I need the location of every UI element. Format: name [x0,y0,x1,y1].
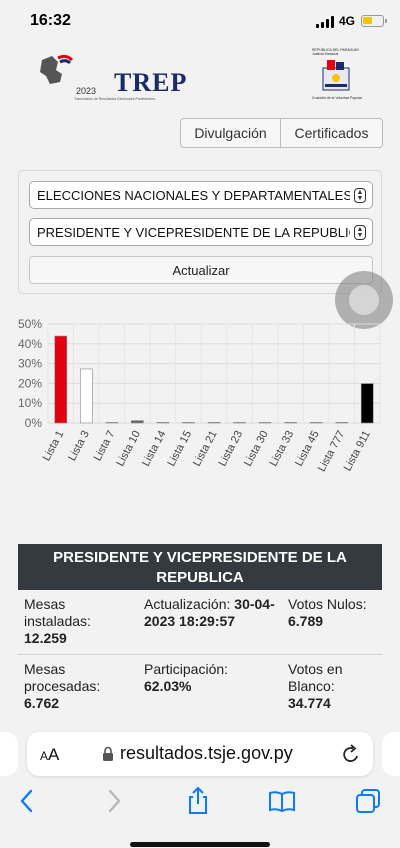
mesas-instaladas-value: 12.259 [24,630,67,646]
share-icon[interactable] [183,786,213,816]
chart-bar[interactable] [105,422,119,424]
chart-bar[interactable] [131,420,144,424]
forward-icon[interactable] [99,786,129,816]
trep-subtitle: Transmisión de Resultados Electorales Pr… [74,97,155,101]
tsje-bottom-text: Custodio de la Voluntad Popular [312,96,363,100]
office-select[interactable]: PRESIDENTE Y VICEPRESIDENTE DE LA REPUBL… [29,218,373,246]
status-bar: 16:32 4G [0,0,400,44]
x-tick-label: Lista 30 [242,429,271,469]
assistive-touch-button[interactable] [335,271,393,329]
site-header: TREP 2023 Transmisión de Resultados Elec… [0,44,400,110]
participacion: Participación: 62.03% [144,661,280,695]
mesas-procesadas-label: Mesas procesadas: [24,661,101,694]
x-tick-label: Lista 14 [140,429,169,469]
chart-bar[interactable] [207,422,221,424]
results-grid: Mesas instaladas: 12.259 Actualización: … [18,590,382,723]
filter-panel: ELECCIONES NACIONALES Y DEPARTAMENTALES … [18,170,382,294]
select-arrows-icon: ▲ ▼ [354,225,366,240]
chart-bar[interactable] [156,422,170,424]
view-tabs: Divulgación Certificados [180,118,383,148]
tab-divulgacion[interactable]: Divulgación [180,118,281,148]
chart-bar[interactable] [360,383,374,424]
status-time: 16:32 [30,12,71,29]
mesas-procesadas: Mesas procesadas: 6.762 [24,661,134,712]
results-title: PRESIDENTE Y VICEPRESIDENTE DE LA REPUBL… [18,544,382,590]
results-chart: 0% 10% 20% 30% 40% 50% Lista 1 Lista 3 Lista 7 Li… [0,312,400,492]
actualizacion-label: Actualización: [144,596,231,612]
x-tick-label: Lista 21 [191,429,220,469]
bookmarks-icon[interactable] [267,786,297,816]
chart-bar[interactable] [54,335,68,424]
y-tick-label: 40% [18,337,42,351]
chart-bar[interactable] [182,422,195,424]
chart-bar[interactable] [258,422,272,424]
next-tab-card[interactable] [382,732,400,776]
tab-certificados[interactable]: Certificados [281,118,383,148]
y-tick-label: 20% [18,376,42,390]
votos-blanco: Votos en Blanco: 34.774 [288,661,380,712]
mesas-procesadas-value: 6.762 [24,695,60,711]
tabs-icon[interactable] [353,786,383,816]
signal-icon [316,16,334,28]
y-tick-label: 0% [25,416,43,430]
trep-title: TREP [114,68,188,97]
trep-logo[interactable]: TREP 2023 Transmisión de Resultados Elec… [36,48,186,101]
votos-blanco-label: Votos en Blanco: [288,661,343,694]
ballot-box-icon [322,60,350,91]
address-bar[interactable]: AA resultados.tsje.gov.py [27,732,373,776]
y-tick-label: 30% [18,357,42,371]
results-row: Mesas instaladas: 12.259 Actualización: … [18,590,382,655]
trep-year: 2023 [76,86,97,96]
x-tick-label: Lista 23 [217,429,246,469]
chart-bar[interactable] [80,368,93,424]
y-tick-label: 10% [18,396,42,410]
office-select-value: PRESIDENTE Y VICEPRESIDENTE DE LA REPUBL… [37,224,350,240]
actualizacion: Actualización: 30-04-2023 18:29:57 [144,596,280,630]
previous-tab-card[interactable] [0,732,18,776]
home-indicator [130,842,270,847]
bar-chart: 0%10%20%30%40%50%Lista 1 Lista 3 Lista 7Li… [18,317,381,474]
x-tick-label: Lista 33 [268,429,297,469]
results-row: Mesas procesadas: 6.762 Participación: 6… [18,655,382,723]
chart-bar[interactable] [335,422,348,424]
participacion-label: Participación: [144,661,229,677]
votos-nulos: Votos Nulos: 6.789 [288,596,380,630]
back-icon[interactable] [12,786,42,816]
battery-icon [361,15,387,27]
chart-bar[interactable] [284,422,297,424]
reload-icon[interactable] [341,743,361,765]
browser-address-area: AA resultados.tsje.gov.py [0,722,400,784]
x-tick-label: Lista 10 [114,429,143,469]
tsje-top-text: REPÚBLICA DEL PARAGUAY Justicia Electora… [312,48,360,56]
lock-icon [103,746,113,761]
mesas-instaladas-label: Mesas instaladas: [24,596,91,629]
tsje-logo[interactable]: REPÚBLICA DEL PARAGUAY Justicia Electora… [312,48,362,104]
x-tick-label: Lista 15 [165,429,194,469]
network-type: 4G [339,14,356,28]
votos-nulos-label: Votos Nulos: [288,596,367,612]
y-tick-label: 50% [18,317,42,331]
chart-bar[interactable] [233,422,246,424]
update-button[interactable]: Actualizar [29,256,373,284]
x-tick-label: Lista 1 [41,429,67,463]
chart-bar[interactable] [309,422,323,424]
participacion-value: 62.03% [144,678,192,694]
votos-blanco-value: 34.774 [288,695,331,711]
x-tick-label: Lista 45 [293,429,322,469]
url-text: resultados.tsje.gov.py [120,743,293,763]
election-select-value: ELECCIONES NACIONALES Y DEPARTAMENTALES … [37,187,350,203]
browser-toolbar [0,784,400,848]
x-tick-label: Lista 3 [66,429,92,463]
x-tick-label: Lista 7 [92,429,118,463]
votos-nulos-value: 6.789 [288,613,324,629]
actualizacion-value: 30-04-2023 18:29:57 [144,596,275,629]
paraguay-map-icon [40,54,74,84]
select-arrows-icon: ▲ ▼ [354,188,366,203]
mesas-instaladas: Mesas instaladas: 12.259 [24,596,134,647]
election-select[interactable]: ELECCIONES NACIONALES Y DEPARTAMENTALES … [29,181,373,209]
reader-aa-button[interactable]: AA [40,745,60,764]
